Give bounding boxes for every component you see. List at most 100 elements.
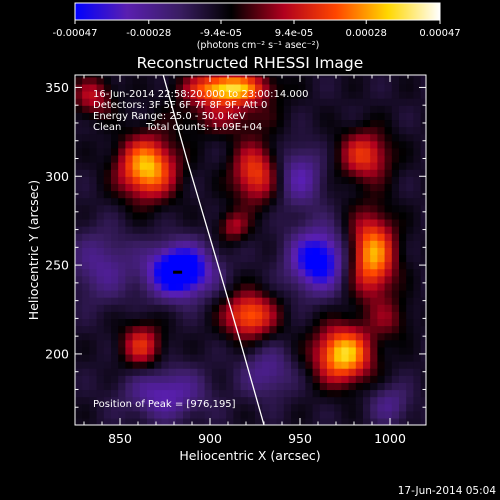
- heatmap-cell: [75, 119, 83, 128]
- heatmap-cell: [204, 211, 213, 220]
- heatmap-cell: [312, 105, 321, 113]
- heatmap-cell: [183, 339, 191, 348]
- heatmap-cell: [89, 233, 98, 241]
- heatmap-cell: [269, 126, 278, 135]
- heatmap-cell: [211, 361, 220, 369]
- heatmap-cell: [262, 90, 270, 99]
- heatmap-cell: [355, 353, 364, 362]
- heatmap-cell: [139, 162, 148, 170]
- heatmap-cell: [75, 382, 83, 391]
- heatmap-cell: [420, 382, 426, 391]
- heatmap-cell: [190, 240, 198, 248]
- heatmap-cell: [406, 353, 414, 362]
- heatmap-cell: [132, 325, 141, 334]
- heatmap-cell: [175, 233, 184, 241]
- heatmap-cell: [327, 105, 335, 113]
- heatmap-cell: [276, 75, 285, 78]
- heatmap-cell: [139, 417, 148, 425]
- heatmap-cell: [420, 325, 426, 334]
- heatmap-cell: [82, 140, 90, 149]
- heatmap-cell: [139, 233, 148, 241]
- heatmap-cell: [348, 247, 357, 256]
- heatmap-cell: [384, 332, 393, 341]
- heatmap-cell: [111, 332, 119, 341]
- heatmap-cell: [262, 98, 270, 106]
- heatmap-cell: [82, 105, 90, 113]
- heatmap-cell: [89, 154, 98, 163]
- heatmap-cell: [327, 353, 335, 362]
- heatmap-cell: [75, 218, 83, 227]
- heatmap-cell: [391, 339, 400, 348]
- heatmap-cell: [247, 147, 256, 156]
- heatmap-cell: [183, 176, 191, 184]
- heatmap-cell: [118, 183, 126, 192]
- heatmap-cell: [406, 375, 414, 383]
- heatmap-cell: [211, 75, 220, 78]
- heatmap-cell: [399, 282, 407, 291]
- heatmap-cell: [103, 339, 112, 348]
- heatmap-cell: [103, 226, 112, 234]
- heatmap-cell: [190, 375, 198, 383]
- heatmap-cell: [219, 211, 227, 220]
- heatmap-cell: [291, 226, 299, 234]
- heatmap-cell: [319, 353, 328, 362]
- heatmap-cell: [283, 353, 292, 362]
- heatmap-cell: [139, 375, 148, 383]
- heatmap-cell: [384, 105, 393, 113]
- heatmap-cell: [255, 119, 263, 128]
- heatmap-cell: [219, 247, 227, 256]
- heatmap-cell: [89, 382, 98, 391]
- heatmap-cell: [370, 332, 378, 341]
- heatmap-cell: [262, 154, 270, 163]
- heatmap-cell: [226, 83, 234, 92]
- heatmap-cell: [89, 275, 98, 284]
- heatmap-cell: [283, 375, 292, 383]
- heatmap-cell: [363, 162, 371, 170]
- heatmap-cell: [291, 126, 299, 135]
- heatmap-cell: [269, 76, 278, 85]
- heatmap-cell: [391, 218, 400, 227]
- heatmap-cell: [298, 346, 306, 355]
- heatmap-cell: [89, 410, 98, 419]
- heatmap-cell: [399, 346, 407, 355]
- heatmap-cell: [226, 147, 234, 156]
- heatmap-cell: [96, 126, 105, 135]
- heatmap-cell: [190, 147, 198, 156]
- heatmap-cell: [89, 211, 98, 220]
- heatmap-cell: [327, 389, 335, 398]
- heatmap-cell: [406, 75, 414, 78]
- heatmap-cell: [269, 112, 278, 121]
- heatmap-cell: [240, 190, 249, 199]
- heatmap-cell: [334, 126, 342, 135]
- heatmap-cell: [226, 154, 234, 163]
- heatmap-cell: [219, 119, 227, 128]
- heatmap-cell: [384, 147, 393, 156]
- heatmap-cell: [161, 169, 170, 177]
- heatmap-cell: [190, 83, 198, 92]
- heatmap-cell: [262, 389, 270, 398]
- heatmap-cell: [154, 112, 162, 121]
- heatmap-cell: [348, 211, 357, 220]
- heatmap-cell: [139, 332, 148, 341]
- heatmap-cell: [240, 126, 249, 135]
- heatmap-cell: [377, 176, 386, 184]
- heatmap-cell: [96, 403, 105, 412]
- heatmap-cell: [111, 211, 119, 220]
- heatmap-cell: [82, 375, 90, 383]
- heatmap-cell: [89, 282, 98, 291]
- heatmap-cell: [118, 304, 126, 312]
- heatmap-cell: [154, 382, 162, 391]
- heatmap-cell: [226, 204, 234, 213]
- heatmap-cell: [219, 297, 227, 305]
- heatmap-cell: [413, 76, 422, 85]
- heatmap-cell: [154, 76, 162, 85]
- heatmap-cell: [226, 119, 234, 128]
- heatmap-cell: [312, 403, 321, 412]
- heatmap-cell: [139, 368, 148, 376]
- heatmap-cell: [283, 197, 292, 206]
- heatmap-cell: [319, 346, 328, 355]
- heatmap-cell: [355, 176, 364, 184]
- heatmap-cell: [305, 389, 314, 398]
- heatmap-cell: [82, 361, 90, 369]
